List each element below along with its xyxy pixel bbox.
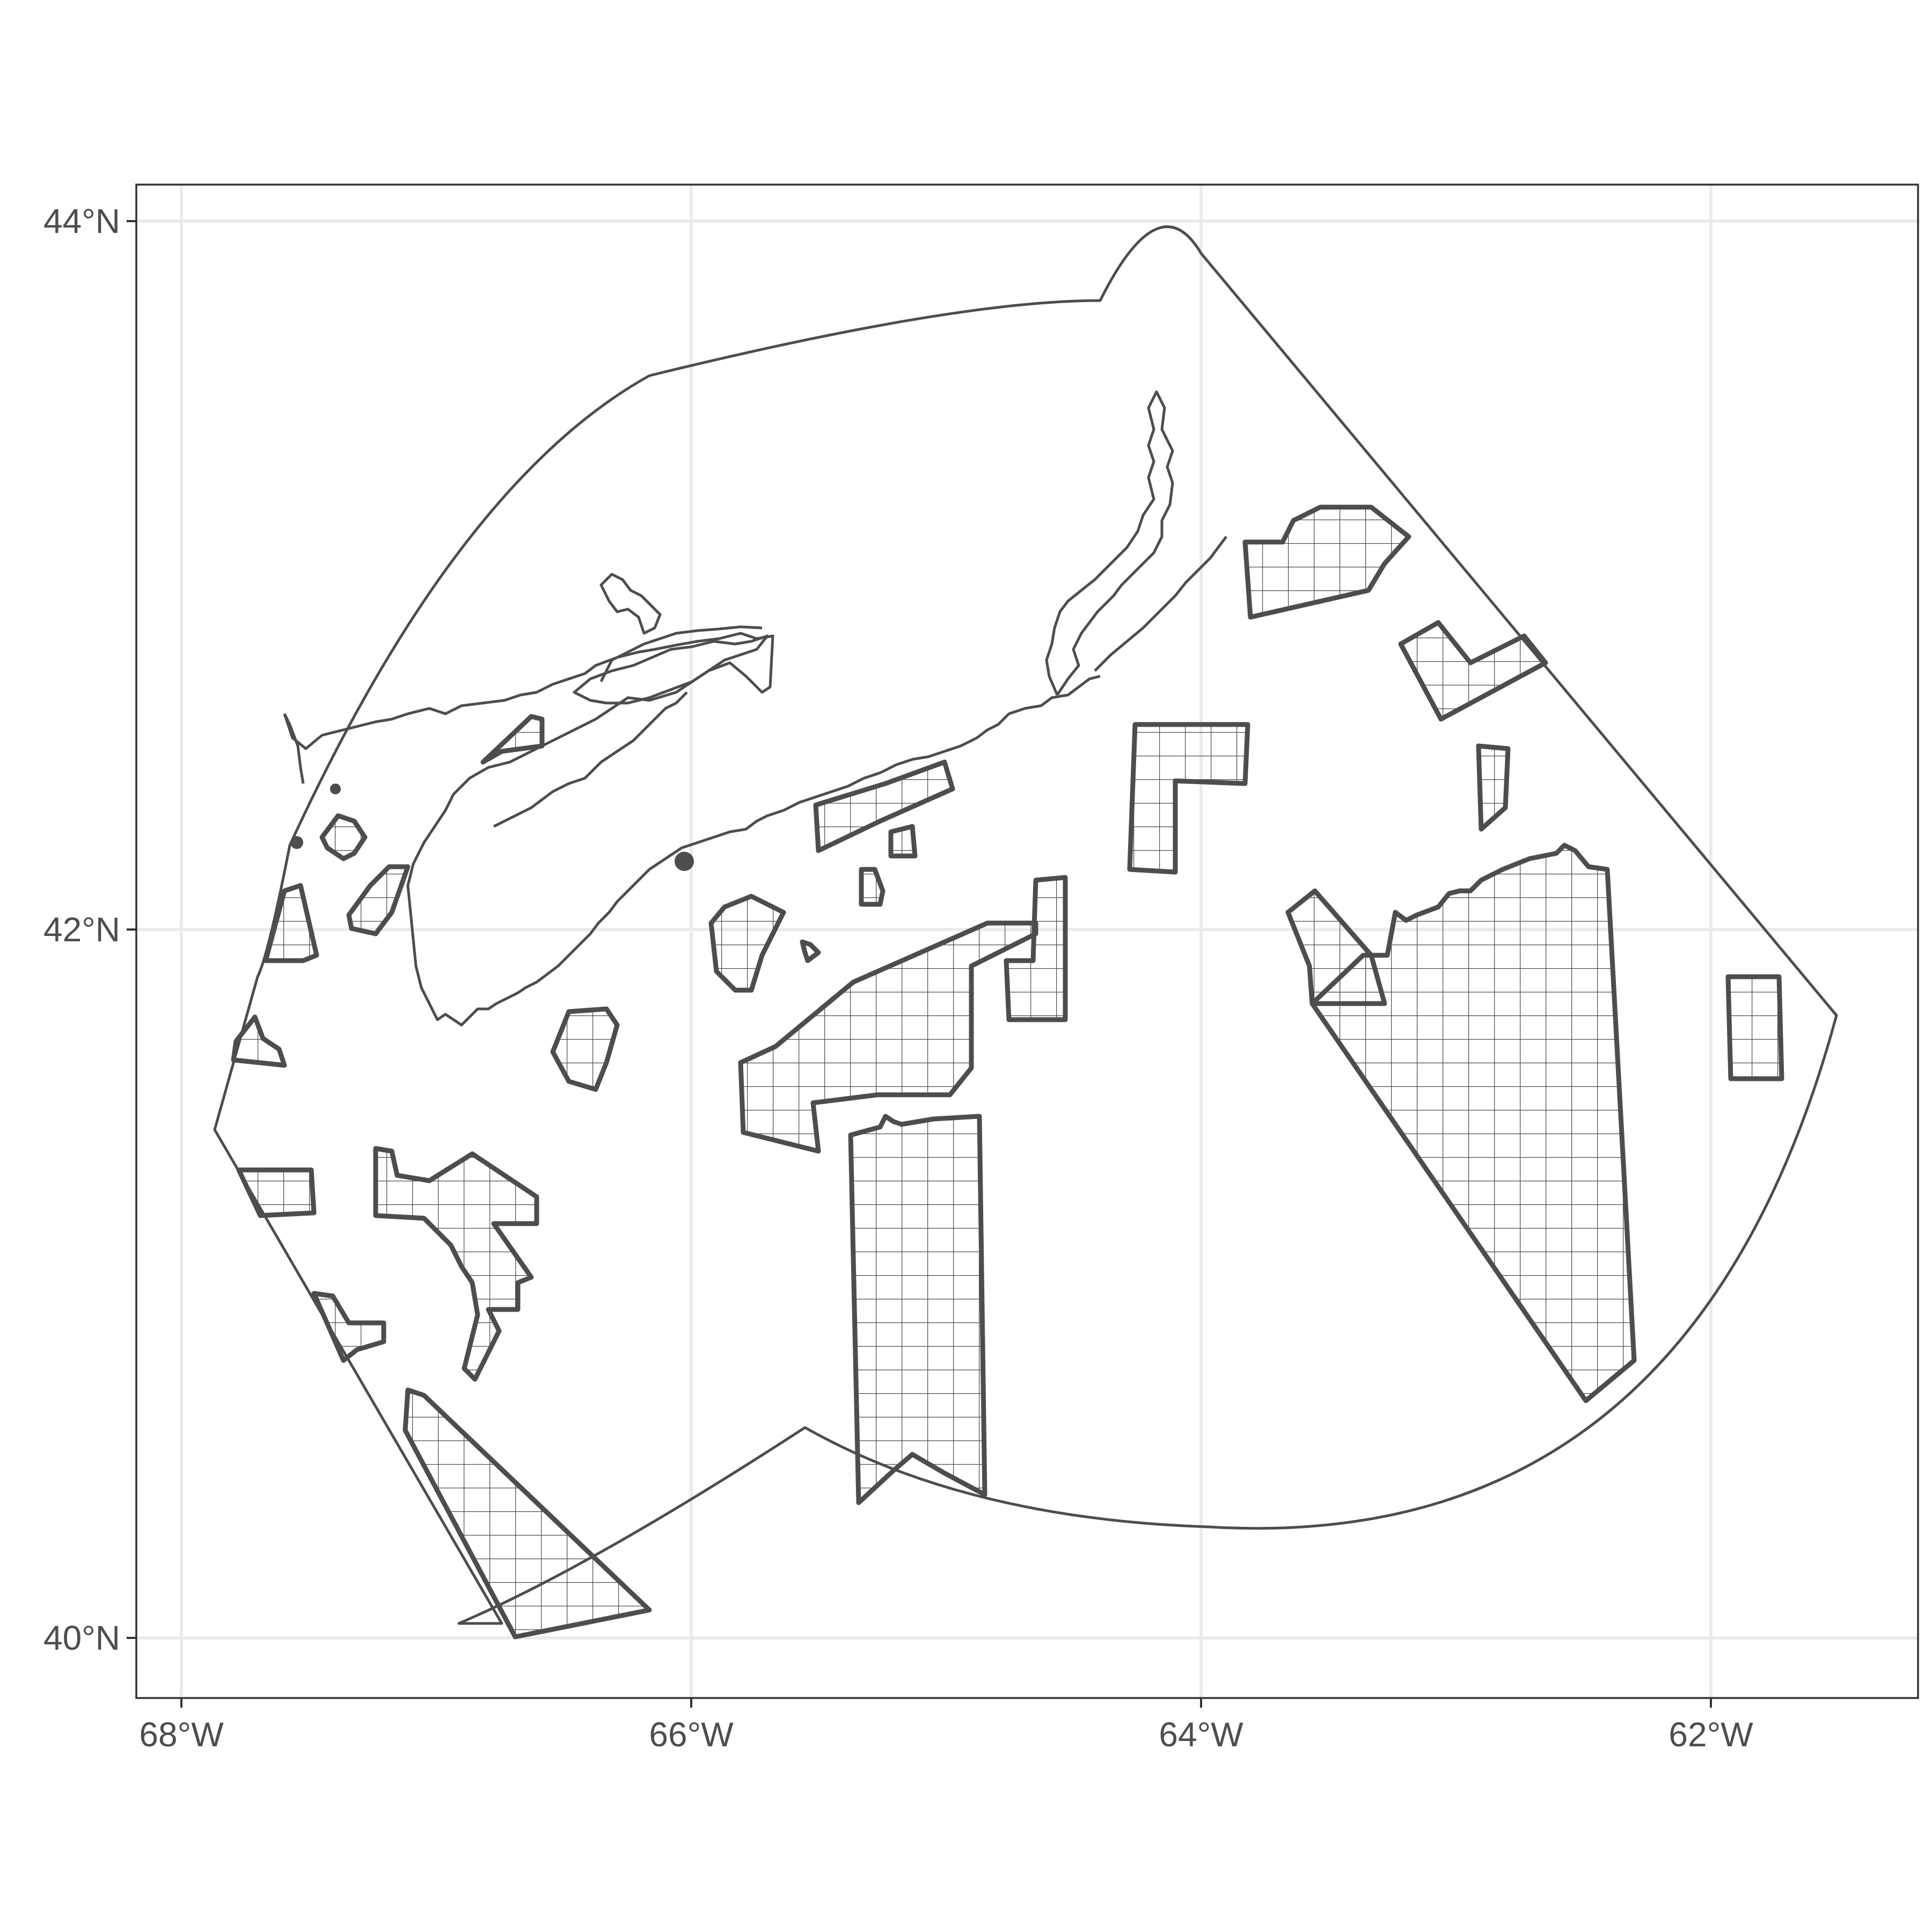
conservation-area-east-big bbox=[1309, 843, 1637, 1403]
coastline bbox=[283, 390, 1227, 1027]
conservation-area-south-shore bbox=[550, 1006, 620, 1092]
y-tick-label: 42°N bbox=[43, 910, 120, 949]
x-tick-label: 62°W bbox=[1668, 1715, 1753, 1754]
coastline-cape-breton bbox=[1045, 390, 1174, 696]
study-area-boundary bbox=[213, 225, 1838, 1625]
conservation-area-east-v bbox=[1398, 620, 1548, 722]
island-dot-1 bbox=[290, 836, 303, 849]
longitude-gridlines bbox=[180, 185, 1713, 1698]
island-markers bbox=[290, 784, 694, 871]
conservation-area-sable-thin bbox=[1004, 875, 1068, 1022]
map-layers bbox=[213, 225, 1838, 1640]
conservation-area-georges bbox=[373, 1146, 539, 1382]
island-dot-2 bbox=[330, 784, 341, 794]
x-tick-label: 66°W bbox=[649, 1715, 734, 1754]
coastline-west-nb bbox=[283, 713, 305, 784]
conservation-area-east-small-rect bbox=[1476, 743, 1511, 832]
coastline-mainland-shore bbox=[283, 632, 1101, 1027]
coastline-pei bbox=[573, 634, 769, 705]
conservation-area-fundy-west bbox=[263, 883, 319, 963]
coastline-bras-dor bbox=[1094, 536, 1227, 672]
conservation-area-cape-breton-ne bbox=[1242, 504, 1411, 620]
conservation-area-grand-manan bbox=[319, 813, 368, 861]
coastline-fundy-north bbox=[493, 691, 688, 828]
conservation-area-fundy-east bbox=[480, 714, 545, 765]
conservation-area-shore-strip bbox=[813, 759, 955, 853]
y-tick-label: 44°N bbox=[43, 202, 120, 240]
x-tick-label: 68°W bbox=[139, 1715, 224, 1754]
conservation-area-long-strip bbox=[848, 1114, 987, 1505]
conservation-area-small-square bbox=[888, 824, 918, 859]
coastline-northumberland bbox=[599, 625, 763, 683]
x-tick-label: 64°W bbox=[1159, 1715, 1243, 1754]
conservation-area-sw-triangle bbox=[402, 1387, 652, 1640]
island-dot-3 bbox=[675, 852, 694, 871]
conservation-area-notch bbox=[231, 1014, 287, 1068]
y-tick-label: 40°N bbox=[43, 1619, 120, 1657]
conservation-area-west-small bbox=[311, 1291, 386, 1363]
coastline-miramichi bbox=[599, 573, 662, 635]
conservation-area-roseway bbox=[708, 894, 786, 993]
y-axis: 40°N42°N44°N46°N48°N bbox=[43, 202, 136, 1657]
conservation-area-fundy-mouth bbox=[346, 864, 411, 936]
panel-border bbox=[135, 184, 1919, 1699]
conservation-area-far-east-rect bbox=[1725, 974, 1784, 1081]
conservation-area-small-rect bbox=[859, 867, 885, 907]
conservation-area-sable-large bbox=[738, 920, 1038, 1154]
conservation-area-west-rect bbox=[236, 1167, 317, 1218]
conservation-areas bbox=[231, 504, 1784, 1640]
conservation-area-dot bbox=[800, 939, 821, 963]
conservation-area-gully-rect bbox=[1127, 722, 1250, 875]
x-axis: 68°W66°W64°W62°W60°W58°W56°W bbox=[139, 1698, 1753, 1754]
